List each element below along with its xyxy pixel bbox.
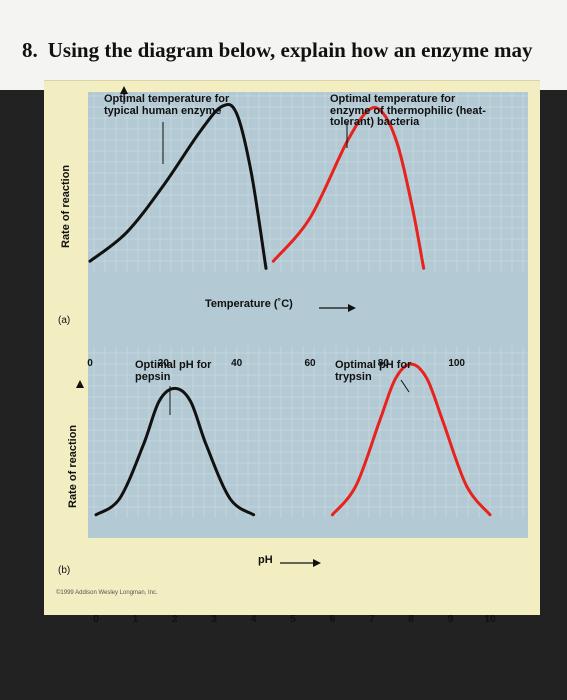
x-tick-label: 6 [329,614,336,625]
x-tick-label: 20 [157,358,169,369]
panel-a-plot [88,86,528,350]
panel-a-curves [88,102,426,270]
x-tick-label: 9 [447,614,454,625]
enzyme-charts [76,86,528,567]
x-tick-label: 0 [93,614,99,625]
x-tick-label: 7 [369,614,375,625]
x-tick-label: 5 [290,614,296,625]
annotation-human-optimum: Optimal temperature for typical human en… [104,93,230,117]
panel-a-curve-2 [271,105,426,270]
panel-b-grid [88,346,528,518]
panel-b-plot [76,346,528,567]
x-tick-label: 80 [377,358,389,369]
x-tick-label: 100 [448,358,465,369]
x-tick-label: 2 [172,614,178,625]
x-tick-label: 60 [304,358,316,369]
panel-b-plot-area [88,346,528,538]
panel-b-curves [94,362,492,517]
x-tick-label: 8 [408,614,414,625]
x-tick-label: 0 [87,358,93,369]
panel-label-b: (b) [58,565,71,576]
x-tick-label: 10 [484,614,496,625]
annotation-trypsin-optimum: Optimal pH for trypsin [335,359,412,383]
x-tick-label: 40 [231,358,243,369]
x-axis-arrowhead-a [348,304,356,312]
annotation-pepsin-optimum: Optimal pH for pepsin [135,359,212,383]
panel-label-a: (a) [58,315,71,326]
annotation-thermophile-optimum: Optimal temperature for enzyme of thermo… [330,93,486,129]
x-tick-label: 3 [211,614,217,625]
copyright-credit: ©1999 Addison Wesley Longman, Inc. [56,590,158,596]
panel-b-curve-1 [94,386,256,517]
panel-a-curve-1 [88,102,268,270]
question-text: 8. Using the diagram below, explain how a… [22,38,533,63]
y-axis-label-a: Rate of reaction [60,164,72,248]
x-tick-label: 1 [132,614,139,625]
pointer-trypsin-optimum [400,379,410,393]
y-axis-arrowhead-a [120,86,128,94]
worksheet-paper: 8. Using the diagram below, explain how a… [0,0,567,90]
x-tick-label: 4 [250,614,257,625]
x-axis-label-a: Temperature (˚C) [205,298,293,310]
panel-b-curve-2 [330,362,492,517]
x-axis-arrowhead-b [313,559,321,567]
panel-a-grid [88,92,528,272]
x-axis-label-b: pH [258,554,273,566]
question-number: 8. [22,38,38,62]
y-axis-label-b: Rate of reaction [67,424,79,508]
question-body: Using the diagram below, explain how an … [47,38,533,62]
y-axis-arrowhead-b [76,380,84,388]
